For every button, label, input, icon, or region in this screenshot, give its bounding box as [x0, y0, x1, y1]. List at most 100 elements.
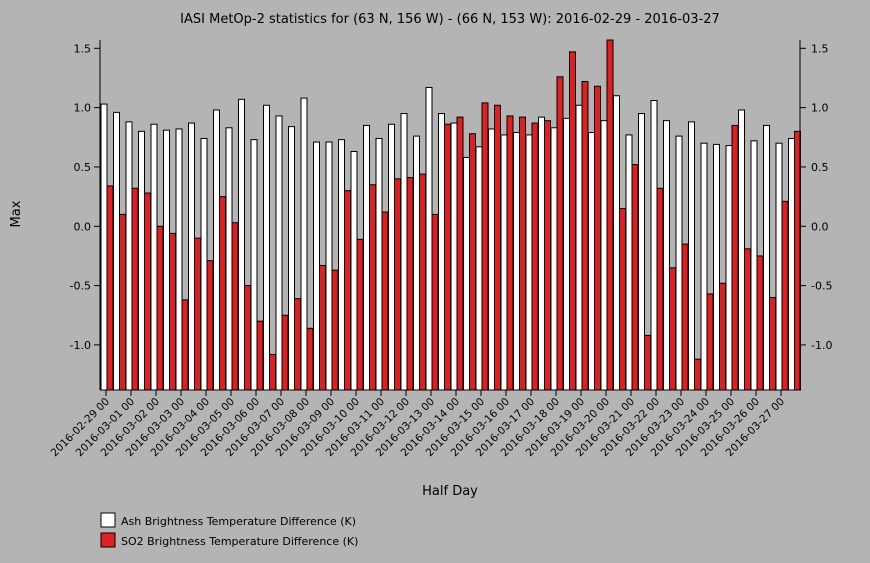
legend-label-ash: Ash Brightness Temperature Difference (K… — [121, 515, 356, 528]
so2-bar — [469, 133, 476, 391]
ash-bar — [475, 146, 483, 391]
ash-bar — [575, 104, 583, 391]
so2-bar — [269, 353, 276, 391]
y-tick-label-left: 1.0 — [74, 102, 92, 115]
so2-bar — [406, 177, 414, 391]
so2-bar — [694, 358, 701, 391]
ash-bar — [463, 156, 470, 391]
so2-bar — [369, 184, 376, 391]
ash-bar — [700, 142, 708, 391]
ash-bar — [500, 134, 508, 391]
so2-bar — [419, 173, 426, 391]
so2-bar — [619, 207, 626, 391]
so2-bar — [156, 225, 164, 391]
ash-bar — [550, 127, 558, 391]
y-tick-label-right: 1.0 — [811, 102, 829, 115]
so2-bar — [769, 296, 776, 391]
so2-bar — [144, 192, 151, 391]
ash-bar — [200, 137, 208, 391]
ash-bar — [100, 103, 108, 391]
ash-bar — [225, 127, 233, 391]
ash-bar — [275, 115, 283, 391]
ash-bar — [313, 141, 320, 391]
ash-bar — [400, 113, 408, 391]
ash-bar — [138, 130, 145, 391]
y-tick-label-right: -1.0 — [811, 339, 832, 352]
ash-bar — [763, 124, 770, 391]
so2-bar — [306, 327, 314, 391]
so2-bar — [556, 76, 564, 391]
so2-bar — [344, 190, 351, 391]
so2-bar — [394, 178, 401, 391]
ash-bar — [375, 137, 383, 391]
ash-bar — [588, 132, 595, 391]
ash-bar — [163, 129, 170, 391]
ash-bar — [450, 122, 458, 391]
y-ticks: 1.5 1.5 1.0 1.0 0.5 0.5 0.0 0.0 -0.5 -0.5 -1.0 -1.0 — [70, 42, 833, 352]
ash-bar — [675, 135, 683, 391]
ash-bar — [188, 122, 195, 391]
ash-bar — [650, 100, 658, 391]
x-axis-label: Half Day — [422, 484, 478, 499]
so2-bar — [169, 232, 176, 391]
y-tick-label-right: 0.0 — [811, 220, 829, 233]
ash-bar — [538, 116, 545, 391]
so2-bar — [331, 269, 339, 391]
so2-bar — [481, 102, 489, 391]
so2-bar — [119, 213, 126, 391]
so2-bar — [569, 51, 576, 391]
y-tick-label-left: 0.5 — [74, 161, 92, 174]
so2-bar — [244, 285, 251, 391]
so2-bar — [319, 264, 326, 391]
so2-bar — [669, 267, 676, 391]
so2-bar — [744, 248, 751, 391]
ash-bar — [438, 113, 445, 391]
so2-bar — [494, 104, 501, 391]
ash-bar — [525, 134, 533, 391]
ash-bar — [775, 142, 783, 391]
y-tick-label-right: 0.5 — [811, 161, 829, 174]
so2-bar — [519, 116, 526, 391]
ash-bar — [638, 113, 645, 391]
y-tick-label-left: 1.5 — [74, 42, 92, 55]
ash-bar — [113, 111, 120, 391]
ash-bar — [350, 151, 358, 391]
so2-bar — [281, 314, 289, 391]
so2-bar — [606, 39, 614, 391]
ash-bar — [213, 109, 220, 391]
so2-bar — [444, 123, 451, 391]
so2-bar — [456, 116, 464, 391]
ash-bar — [625, 134, 633, 391]
ash-bar — [325, 141, 333, 391]
so2-bar — [381, 211, 389, 391]
ash-bar — [713, 143, 720, 391]
so2-bar — [581, 81, 589, 391]
so2-bar — [681, 243, 689, 391]
so2-bar — [594, 85, 601, 391]
so2-bar — [106, 185, 114, 391]
so2-bar — [531, 122, 539, 391]
ash-bar — [788, 137, 795, 391]
y-tick-label-left: -0.5 — [70, 280, 91, 293]
y-tick-label-left: -1.0 — [70, 339, 91, 352]
so2-bar — [181, 299, 189, 391]
ash-bar — [413, 135, 420, 391]
so2-bar — [756, 255, 764, 391]
ash-bar — [738, 109, 745, 391]
so2-bar — [194, 237, 201, 391]
so2-bar — [431, 213, 439, 391]
so2-bar — [356, 238, 364, 391]
ash-bar — [363, 124, 370, 391]
ash-bar — [388, 123, 395, 391]
so2-bar — [206, 260, 214, 391]
so2-bar — [506, 115, 514, 391]
ash-bar — [125, 121, 133, 391]
y-axis-label: Max — [9, 200, 24, 227]
ash-bar — [663, 120, 670, 391]
legend-swatch-so2 — [100, 532, 116, 548]
so2-bar — [731, 124, 739, 391]
chart-title: IASI MetOp-2 statistics for (63 N, 156 W… — [180, 12, 720, 27]
y-tick-label-right: -0.5 — [811, 280, 832, 293]
